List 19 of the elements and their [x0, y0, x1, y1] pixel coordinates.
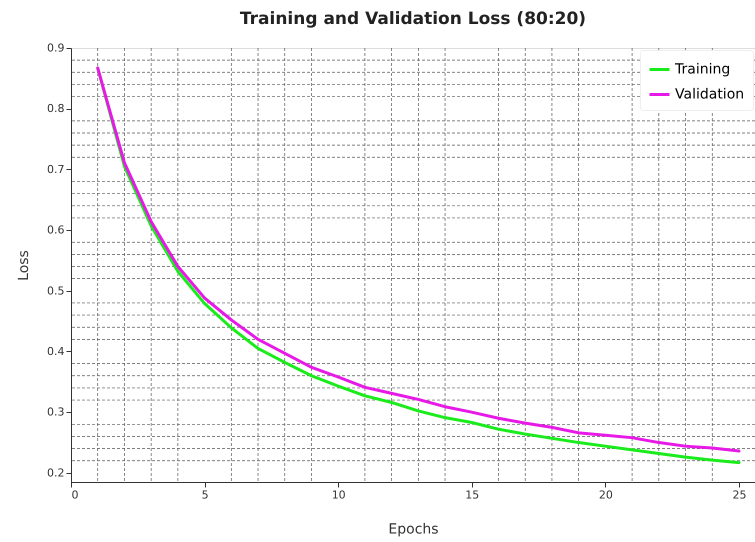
- legend-label: Training: [674, 62, 730, 78]
- y-tick-label: 0.8: [47, 102, 64, 116]
- y-axis-title: Loss: [16, 250, 32, 281]
- legend-label: Validation: [675, 86, 744, 102]
- x-tick-label: 15: [465, 488, 480, 502]
- y-tick-label: 0.3: [47, 406, 64, 419]
- x-tick-label: 0: [72, 488, 78, 502]
- y-tick-label: 0.2: [47, 466, 64, 480]
- y-tick-label: 0.6: [47, 224, 64, 237]
- x-tick-label: 25: [732, 488, 746, 502]
- x-tick-label: 20: [598, 488, 613, 502]
- chart-title: Training and Validation Loss (80:20): [240, 9, 586, 29]
- y-tick-label: 0.7: [47, 162, 64, 176]
- x-tick-label: 10: [332, 488, 346, 502]
- y-tick-label: 0.5: [47, 284, 64, 298]
- x-axis-title: Epochs: [388, 522, 439, 538]
- y-tick-label: 0.4: [47, 344, 64, 358]
- y-tick-label: 0.9: [47, 42, 64, 54]
- x-tick-label: 5: [202, 488, 209, 502]
